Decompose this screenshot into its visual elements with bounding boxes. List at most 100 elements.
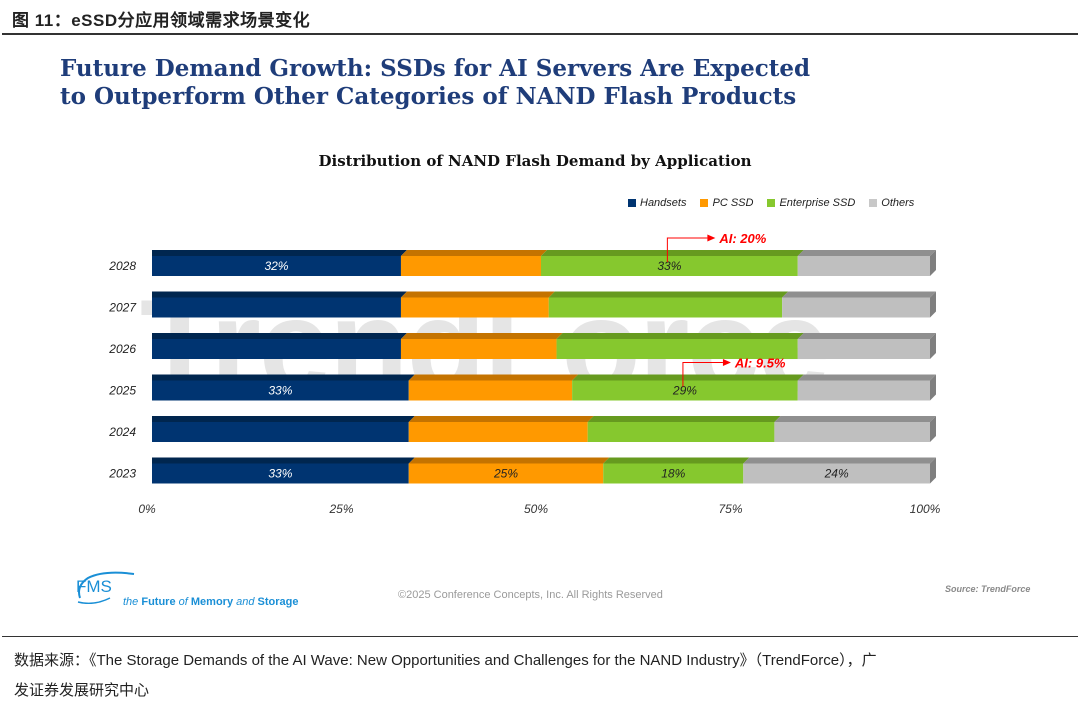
copyright-notice: ©2025 Conference Concepts, Inc. All Righ…	[398, 589, 663, 601]
bar-top-face-others	[797, 374, 936, 381]
header-divider	[2, 33, 1078, 35]
figure-caption: 图 11：eSSD分应用领域需求场景变化	[12, 11, 311, 30]
legend-swatch-handsets	[628, 199, 636, 207]
tagline-part: and	[233, 596, 258, 608]
bar-side-face	[930, 250, 936, 276]
x-tick-label: 25%	[328, 502, 353, 516]
legend-label: PC SSD	[712, 197, 754, 209]
bar-segment-handsets	[152, 339, 401, 359]
fms-logo-text: FMS	[76, 577, 112, 596]
legend-item-enterprise-ssd: Enterprise SSD	[767, 197, 855, 209]
bar-side-face	[930, 416, 936, 442]
bar-segment-enterprise-ssd	[548, 297, 783, 318]
tagline-part: Storage	[257, 596, 299, 608]
data-label: 33%	[268, 384, 292, 398]
bar-segment-pc-ssd	[408, 422, 588, 442]
annotation-label: AI: 9.5%	[734, 356, 786, 371]
bar-segment-enterprise-ssd	[556, 339, 798, 359]
bar-side-face	[930, 333, 936, 359]
bar-segment-others	[774, 422, 930, 442]
annotation-leader-line	[666, 237, 708, 262]
bar-segment-handsets	[152, 256, 401, 276]
y-tick-label: 2026	[108, 342, 136, 356]
bar-segment-pc-ssd	[400, 339, 557, 359]
bar-top-face-enterprise-ssd	[541, 250, 804, 256]
bar-segment-pc-ssd	[400, 256, 541, 276]
footer-divider	[2, 636, 1078, 637]
fms-tagline: the Future of Memory and Storage	[123, 596, 299, 608]
chart-title: Distribution of NAND Flash Demand by App…	[318, 152, 752, 170]
bar-top-face-handsets	[152, 416, 415, 422]
bar-segment-others	[797, 256, 930, 276]
bar-segment-enterprise-ssd	[587, 422, 775, 442]
bar-side-face	[930, 291, 936, 318]
x-tick-label: 50%	[524, 502, 548, 516]
bar-top-face-pc-ssd	[408, 416, 594, 422]
tagline-part: of	[175, 596, 191, 608]
bar-segment-handsets	[152, 422, 409, 442]
bar-segment-others	[797, 380, 930, 401]
bar-segment-others	[743, 463, 930, 484]
data-label: 33%	[657, 259, 681, 273]
legend-label: Enterprise SSD	[779, 197, 856, 209]
bar-top-face-enterprise-ssd	[587, 416, 781, 422]
bar-top-face-pc-ssd	[400, 291, 555, 298]
tagline-part: the	[123, 596, 142, 608]
y-tick-label: 2023	[108, 467, 136, 481]
bar-top-face-enterprise-ssd	[572, 374, 804, 381]
bar-segment-handsets	[152, 380, 409, 401]
y-tick-label: 2028	[108, 259, 136, 273]
bar-segment-pc-ssd	[408, 463, 604, 484]
bar-top-face-others	[743, 457, 936, 464]
bar-segment-pc-ssd	[408, 380, 573, 401]
bar-top-face-pc-ssd	[408, 457, 610, 464]
annotation-arrowhead	[707, 234, 716, 242]
data-label: 29%	[672, 384, 697, 398]
data-source-note: 数据来源：《The Storage Demands of the AI Wave…	[14, 646, 1074, 706]
bar-top-face-enterprise-ssd	[556, 333, 804, 339]
bar-top-face-others	[774, 416, 936, 422]
bar-top-face-enterprise-ssd	[548, 291, 789, 298]
legend-item-others: Others	[869, 197, 914, 209]
slide-title: Future Demand Growth: SSDs for AI Server…	[60, 55, 810, 111]
slide-title-line-1: Future Demand Growth: SSDs for AI Server…	[60, 55, 811, 82]
y-tick-label: 2024	[108, 425, 136, 439]
legend-swatch-enterprise-ssd	[767, 199, 776, 207]
data-label: 33%	[268, 467, 292, 481]
bar-segment-enterprise-ssd	[541, 256, 798, 276]
bar-top-face-handsets	[152, 457, 415, 464]
y-tick-label: 2027	[108, 301, 137, 315]
bar-segment-pc-ssd	[400, 297, 549, 318]
legend-label: Handsets	[640, 197, 687, 209]
legend-swatch-others	[869, 199, 878, 207]
fms-logo-icon: FMS	[76, 571, 135, 605]
bar-top-face-handsets	[152, 250, 407, 256]
bar-top-face-others	[797, 250, 936, 256]
fms-logo: FMS	[74, 568, 144, 609]
data-label: 25%	[493, 467, 518, 481]
legend-label: Others	[881, 197, 915, 209]
annotation-arrowhead	[722, 359, 731, 366]
chart-source: Source: TrendForce	[945, 584, 1031, 594]
bar-segment-others	[797, 339, 930, 359]
bar-top-face-pc-ssd	[408, 374, 579, 381]
stacked-bar-chart: 2028 32% 33% AI: 20% 2027 2026 2025 33% 29% AI: 9…	[108, 231, 941, 516]
bar-top-face-handsets	[152, 333, 407, 339]
bar-segment-handsets	[152, 297, 401, 318]
chart-legend: Handsets PC SSD Enterprise SSD Others	[628, 197, 914, 209]
data-source-line-1: 数据来源：《The Storage Demands of the AI Wave…	[14, 652, 877, 669]
bar-top-face-enterprise-ssd	[603, 457, 750, 464]
bar-side-face	[930, 374, 936, 401]
legend-item-handsets: Handsets	[628, 197, 686, 209]
bar-segment-enterprise-ssd	[572, 380, 798, 401]
x-tick-label: 100%	[910, 502, 941, 516]
x-tick-label: 0%	[138, 502, 156, 516]
slide-panel	[42, 40, 1038, 625]
y-tick-label: 2025	[108, 384, 136, 398]
legend-item-pc-ssd: PC SSD	[700, 197, 753, 209]
tagline-part: Memory	[190, 596, 234, 608]
slide-title-line-2: to Outperform Other Categories of NAND F…	[60, 83, 797, 110]
bar-top-face-others	[782, 291, 936, 298]
bar-top-face-handsets	[152, 291, 407, 298]
tagline-part: Future	[141, 596, 176, 608]
